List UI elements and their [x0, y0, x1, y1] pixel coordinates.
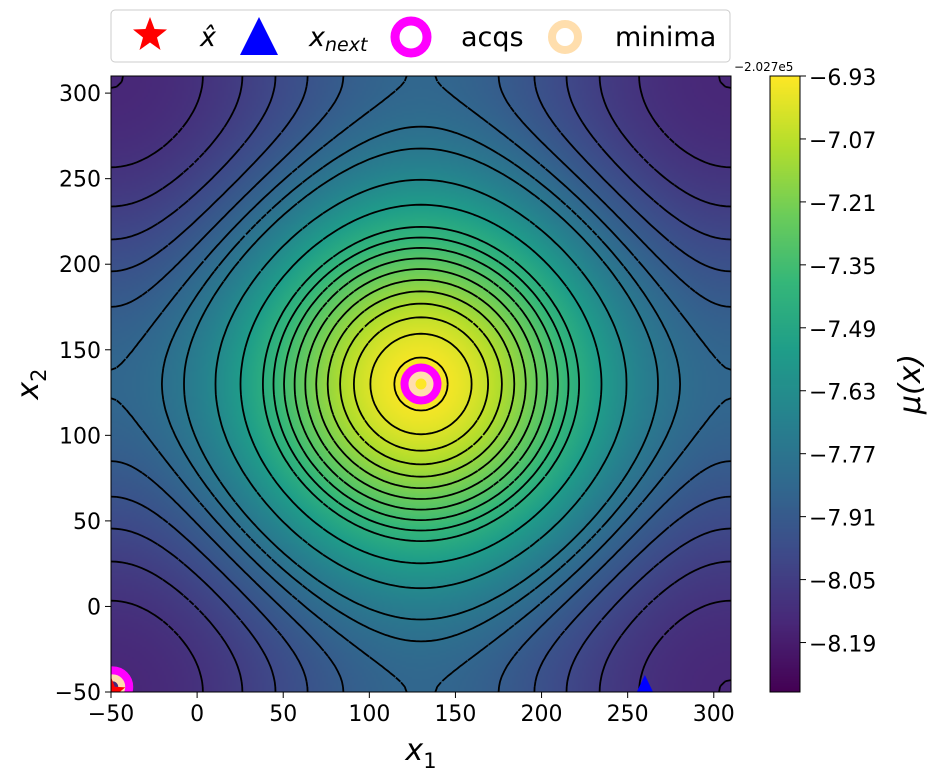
- x-next-point-0: [636, 675, 654, 692]
- contour-line-5: [315, 279, 527, 489]
- legend-ring-marker-minima: [548, 20, 582, 54]
- legend-label-x-hat: x̂: [199, 22, 217, 53]
- y-tick-label: 50: [73, 510, 101, 535]
- legend-triangle-marker: [240, 17, 278, 55]
- colorbar-tick-label: −7.49: [809, 318, 876, 343]
- colorbar-tick-label: −7.35: [809, 255, 876, 280]
- colorbar-tick-label: −7.91: [809, 507, 876, 532]
- y-tick-label: 100: [59, 424, 101, 449]
- colorbar-tick-label: −7.77: [809, 444, 876, 469]
- plot-area: −50 0 50 100 150 200 250 300 −50 0 50 100 150 200 250…: [11, 75, 735, 773]
- colorbar-tick-label: −8.19: [809, 633, 876, 658]
- x-axis-ticks: −50 0 50 100 150 200 250 300: [88, 692, 735, 727]
- plot-frame: [110, 75, 732, 693]
- colorbar-tick-label: −6.93: [809, 66, 876, 91]
- x-hat-point-0: [111, 677, 126, 692]
- minimum-point-1: [111, 674, 126, 692]
- contour-line-6: [304, 268, 538, 500]
- contour-line-17: [111, 76, 731, 692]
- colorbar-gradient: [770, 76, 800, 692]
- contour-line-4: [326, 290, 516, 478]
- contour-line-20: [111, 76, 731, 692]
- x-tick-label: 100: [348, 702, 390, 727]
- contour-line-0: [393, 356, 449, 412]
- x-tick-label: 50: [269, 702, 297, 727]
- y-tick-label: 250: [59, 168, 101, 193]
- legend-ring-marker-acqs: [390, 16, 432, 58]
- x-tick-label: 0: [190, 702, 204, 727]
- legend-label-minima: minima: [615, 22, 716, 53]
- colorbar-tick-label: −7.07: [809, 129, 876, 154]
- colorbar-tick-label: −7.21: [809, 192, 876, 217]
- contour-line-8: [283, 247, 559, 521]
- colorbar-tick-label: −7.63: [809, 381, 876, 406]
- contour-line-13: [183, 147, 659, 621]
- contour-line-7: [293, 257, 549, 511]
- y-axis-ticks: −50 0 50 100 150 200 250 300: [55, 82, 111, 706]
- legend: x̂ xnext acqs minima: [110, 9, 731, 63]
- y-tick-label: 200: [59, 253, 101, 278]
- legend-star-marker: [133, 17, 167, 50]
- y-axis-title: x2: [11, 368, 51, 400]
- contour-line-3: [339, 302, 503, 466]
- legend-label-x-next: xnext: [308, 22, 369, 56]
- markers: [111, 363, 654, 692]
- y-tick-label: 0: [87, 595, 101, 620]
- contour-line-16: [111, 76, 731, 692]
- contour-line-9: [272, 236, 570, 532]
- heatmap-surface: [111, 76, 731, 692]
- contour-line-1: [369, 332, 473, 436]
- y-tick-label: −50: [55, 681, 101, 706]
- colorbar: −6.93 −7.07 −7.21 −7.35 −7.49 −7.63 −7.77 −7.91…: [734, 60, 928, 693]
- legend-label-acqs: acqs: [461, 22, 524, 53]
- contour-line-11: [239, 203, 603, 565]
- y-tick-label: 150: [59, 339, 101, 364]
- contour-line-18: [111, 76, 731, 692]
- acq-point-0: [400, 363, 442, 405]
- contour-line-12: [214, 178, 628, 590]
- colorbar-offset-text: −2.027e5: [734, 60, 793, 74]
- contour-line-15: [111, 76, 731, 692]
- contour-line-2: [353, 316, 489, 452]
- x-tick-label: 150: [434, 702, 476, 727]
- x-axis-title: x1: [404, 733, 436, 773]
- acq-point-1: [111, 666, 134, 692]
- colorbar-label: μ(x): [893, 354, 928, 415]
- x-tick-label: −50: [88, 702, 134, 727]
- colorbar-frame: [769, 75, 801, 693]
- contour-line-19: [111, 76, 731, 692]
- y-tick-label: 300: [59, 82, 101, 107]
- contour-line-14: [161, 125, 681, 643]
- contour-line-10: [262, 226, 580, 542]
- x-tick-label: 200: [521, 702, 563, 727]
- colorbar-tick-label: −8.05: [809, 570, 876, 595]
- x-tick-label: 300: [693, 702, 735, 727]
- minimum-point-0: [408, 371, 434, 397]
- x-tick-label: 250: [607, 702, 649, 727]
- colorbar-ticks: −6.93 −7.07 −7.21 −7.35 −7.49 −7.63 −7.77 −7.91…: [800, 66, 876, 658]
